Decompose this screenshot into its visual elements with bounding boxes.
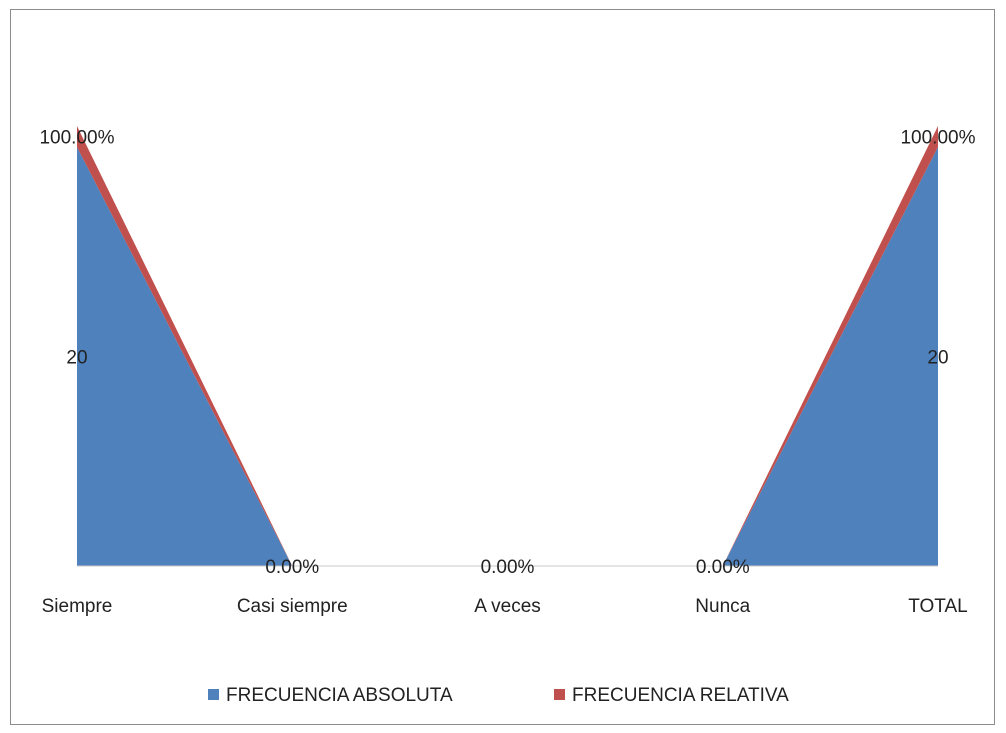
series-area-1 xyxy=(77,146,938,566)
legend-swatch xyxy=(554,689,565,700)
legend: FRECUENCIA ABSOLUTA FRECUENCIA RELATIVA xyxy=(208,685,789,706)
legend-label: FRECUENCIA RELATIVA xyxy=(572,685,789,706)
legend-label: FRECUENCIA ABSOLUTA xyxy=(226,685,453,706)
data-label: 20 xyxy=(927,347,948,368)
x-tick-label: A veces xyxy=(474,596,541,617)
x-tick-label: Nunca xyxy=(695,596,750,617)
x-tick-label: Siempre xyxy=(42,596,113,617)
legend-swatch xyxy=(208,689,219,700)
x-tick-labels: Siempre Casi siempre A veces Nunca TOTAL xyxy=(42,596,968,617)
series-areas xyxy=(77,126,938,566)
data-label: 0.00% xyxy=(696,557,750,578)
data-labels: 20 20 100.00% 0.00% 0.00% 0.00% 100.00% xyxy=(39,127,975,578)
x-tick-label: Casi siempre xyxy=(237,596,348,617)
data-label: 100.00% xyxy=(39,127,114,148)
data-label: 0.00% xyxy=(481,557,535,578)
data-label: 0.00% xyxy=(265,557,319,578)
x-tick-label: TOTAL xyxy=(908,596,967,617)
data-label: 100.00% xyxy=(900,127,975,148)
data-label: 20 xyxy=(66,347,87,368)
